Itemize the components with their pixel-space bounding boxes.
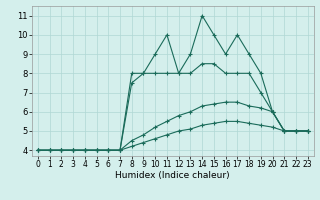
X-axis label: Humidex (Indice chaleur): Humidex (Indice chaleur) (116, 171, 230, 180)
